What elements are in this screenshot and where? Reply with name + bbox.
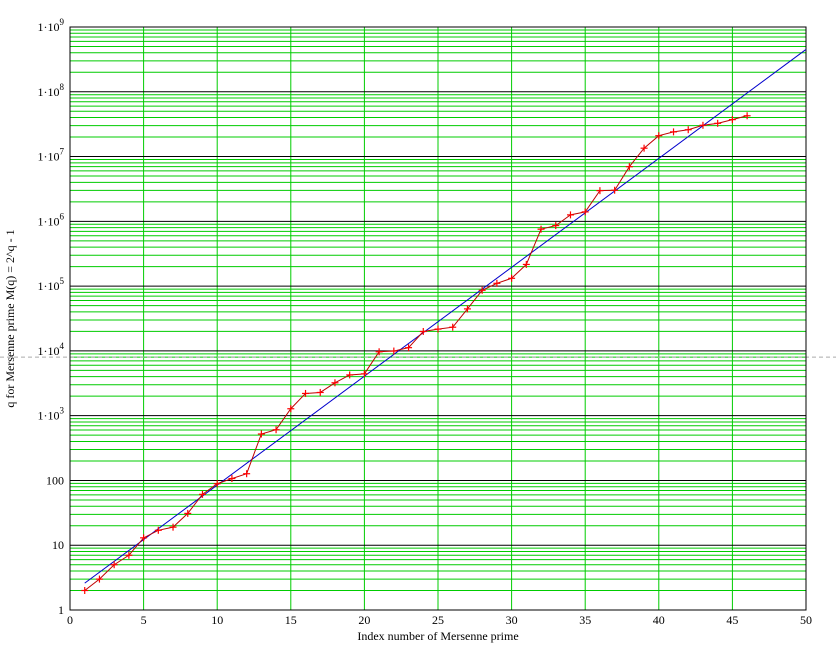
data-point [375,348,383,356]
y-tick-label: 1 [58,603,64,617]
x-tick-label: 45 [726,613,738,627]
data-point [625,163,633,171]
x-tick-label: 40 [653,613,665,627]
y-tick-label: 1·109 [38,17,65,34]
data-point [463,305,471,313]
data-point [125,551,133,559]
data-point [110,561,118,569]
data-point [640,144,648,152]
x-tick-label: 20 [358,613,370,627]
data-point [287,405,295,413]
y-tick-label: 1·106 [38,211,65,228]
x-tick-label: 25 [432,613,444,627]
data-point [611,186,619,194]
data-point [596,187,604,195]
x-tick-label: 30 [506,613,518,627]
data-point [508,274,516,282]
major-grid [70,91,806,546]
data-point [581,208,589,216]
x-axis-label: Index number of Mersenne prime [357,629,518,643]
data-point [566,211,574,219]
x-tick-label: 10 [211,613,223,627]
y-tick-label: 1·108 [38,82,65,99]
data-point [419,327,427,335]
data-point [154,526,162,534]
data-series-line [84,115,748,591]
y-tick-label: 1·103 [38,406,65,423]
x-tick-label: 50 [800,613,812,627]
data-point [684,126,692,134]
data-point [728,116,736,124]
plot-frame [69,26,807,611]
data-point [360,370,368,378]
data-point [714,119,722,127]
data-point [302,389,310,397]
data-point [272,426,280,434]
data-point [243,470,251,478]
data-point [743,112,751,120]
fit-line [84,49,807,584]
data-point [434,325,442,333]
data-point [699,121,707,129]
data-point [346,371,354,379]
data-point [316,388,324,396]
minor-grid [70,27,806,610]
y-tick-label: 100 [46,473,64,487]
data-point [655,132,663,140]
data-point [522,260,530,268]
data-point [228,475,236,483]
data-point [449,323,457,331]
y-tick-label: 1·107 [38,147,65,164]
data-point [257,430,265,438]
data-point [670,128,678,136]
data-point [169,523,177,531]
x-tick-label: 5 [141,613,147,627]
data-point [493,279,501,287]
data-point [81,586,89,594]
data-point [552,222,560,230]
x-tick-label: 15 [285,613,297,627]
x-tick-labels: 0 5 10 15 20 25 30 35 40 45 50 [67,613,812,627]
y-tick-labels: 1 10 100 1·103 1·104 1·105 1·106 1·107 1·108 1·10… [38,17,65,617]
y-tick-label: 10 [52,538,64,552]
data-point [184,509,192,517]
data-point [95,575,103,583]
data-point [390,347,398,355]
data-point [140,534,148,542]
y-tick-label: 1·105 [38,276,65,293]
data-point [198,490,206,498]
data-point [537,225,545,233]
y-tick-label: 1·104 [38,341,65,358]
data-point [478,286,486,294]
y-axis-label: q for Mersenne prime M(q) = 2^q - 1 [3,229,17,407]
data-point [405,344,413,352]
x-tick-label: 35 [579,613,591,627]
data-point [331,379,339,387]
x-tick-label: 0 [67,613,73,627]
data-markers [81,112,751,594]
data-point [213,480,221,488]
